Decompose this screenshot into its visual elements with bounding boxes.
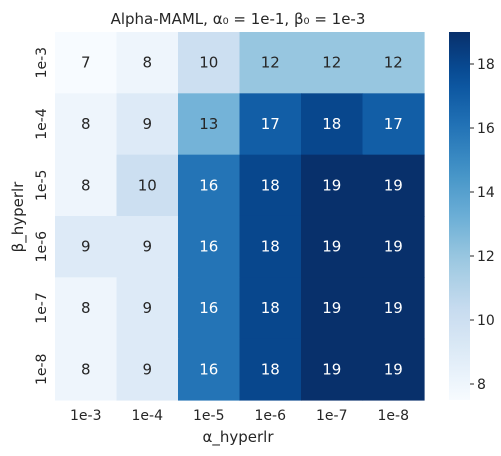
heatmap-cell <box>362 338 425 401</box>
cell-value-label: 9 <box>81 238 91 256</box>
cell-value-label: 16 <box>199 238 218 256</box>
cell-value-label: 10 <box>138 176 157 194</box>
heatmap-cell <box>116 215 179 278</box>
cell-value-label: 8 <box>81 115 91 133</box>
cell-value-label: 19 <box>322 360 341 378</box>
y-tick-label: 1e-7 <box>34 292 50 323</box>
cell-value-label: 10 <box>199 54 218 72</box>
heatmap-cell <box>178 215 241 278</box>
heatmap-cell <box>116 338 179 401</box>
heatmap-cell <box>116 93 179 156</box>
heatmap-cell <box>301 338 364 401</box>
cell-value-label: 18 <box>261 299 280 317</box>
heatmap-cell <box>301 32 364 94</box>
heatmap-cell <box>239 154 302 217</box>
heatmap-cell <box>239 277 302 340</box>
heatmap-cell <box>178 154 241 217</box>
heatmap-cell <box>239 93 302 156</box>
y-tick-labels: 1e-3 1e-4 1e-5 1e-6 1e-7 1e-8 <box>34 47 50 385</box>
heatmap-cell <box>178 32 241 94</box>
y-axis-label: β_hyperlr <box>9 181 28 253</box>
heatmap-cell <box>55 277 118 340</box>
colorbar <box>449 32 470 400</box>
heatmap-cell <box>239 338 302 401</box>
colorbar-tick-label: 8 <box>477 377 486 393</box>
cell-value-label: 13 <box>199 115 218 133</box>
cell-value-label: 9 <box>142 115 152 133</box>
heatmap-cell <box>301 154 364 217</box>
cell-value-label: 12 <box>322 54 341 72</box>
cell-value-label: 19 <box>384 238 403 256</box>
cell-value-label: 12 <box>261 54 280 72</box>
y-tick-label: 1e-4 <box>34 108 50 140</box>
cell-value-label: 8 <box>81 176 91 194</box>
cell-value-label: 12 <box>384 54 403 72</box>
cell-value-label: 17 <box>384 115 403 133</box>
cell-value-label: 19 <box>322 299 341 317</box>
x-tick-label: 1e-7 <box>316 408 347 424</box>
colorbar-tick-label: 18 <box>477 57 495 73</box>
y-tick-label: 1e-6 <box>34 231 50 263</box>
cell-value-label: 7 <box>81 54 91 72</box>
cell-value-label: 8 <box>81 360 91 378</box>
cell-value-label: 18 <box>261 238 280 256</box>
heatmap-cell <box>55 215 118 278</box>
heatmap-cell <box>301 93 364 156</box>
cell-value-label: 8 <box>142 54 152 72</box>
colorbar-tick-label: 10 <box>477 313 495 329</box>
x-tick-label: 1e-5 <box>193 408 224 424</box>
heatmap-cell <box>116 154 179 217</box>
heatmap-cell <box>116 32 179 94</box>
heatmap-cell <box>239 32 302 94</box>
x-axis-label: α_hyperlr <box>202 428 274 447</box>
colorbar-ticks: 8 10 12 14 16 18 <box>470 57 495 393</box>
colorbar-tick-label: 16 <box>477 121 495 137</box>
colorbar-tick-label: 14 <box>477 185 495 201</box>
x-tick-label: 1e-8 <box>378 408 409 424</box>
heatmap-cell <box>239 215 302 278</box>
cell-value-label: 16 <box>199 176 218 194</box>
heatmap-cell <box>55 338 118 401</box>
cell-value-label: 18 <box>322 115 341 133</box>
x-tick-label: 1e-4 <box>132 408 164 424</box>
cell-value-label: 16 <box>199 360 218 378</box>
cell-value-label: 19 <box>384 176 403 194</box>
cell-value-label: 9 <box>142 238 152 256</box>
cell-value-label: 19 <box>384 299 403 317</box>
cell-value-label: 19 <box>322 176 341 194</box>
heatmap-cell <box>301 215 364 278</box>
heatmap-cell <box>55 32 118 94</box>
x-tick-label: 1e-3 <box>70 408 101 424</box>
y-tick-label: 1e-5 <box>34 170 50 201</box>
y-tick-label: 1e-8 <box>34 354 50 385</box>
heatmap-cell <box>55 93 118 156</box>
cell-value-label: 17 <box>261 115 280 133</box>
cell-value-label: 9 <box>142 299 152 317</box>
heatmap-cell <box>55 154 118 217</box>
heatmap-cells: 7 8 10 12 12 12 8 9 13 17 18 17 8 10 16 18 19 19 9 9 16 18 19 1… <box>55 32 425 401</box>
heatmap-cell <box>178 93 241 156</box>
heatmap-cell <box>362 215 425 278</box>
heatmap-cell <box>362 154 425 217</box>
heatmap-cell <box>301 277 364 340</box>
cell-value-label: 18 <box>261 360 280 378</box>
cell-value-label: 16 <box>199 299 218 317</box>
cell-value-label: 9 <box>142 360 152 378</box>
heatmap-cell <box>178 277 241 340</box>
colorbar-tick-label: 12 <box>477 249 495 265</box>
x-tick-label: 1e-6 <box>255 408 287 424</box>
chart-title: Alpha-MAML, α₀ = 1e-1, β₀ = 1e-3 <box>111 10 366 28</box>
y-tick-label: 1e-3 <box>34 47 50 78</box>
cell-value-label: 19 <box>384 360 403 378</box>
x-tick-labels: 1e-3 1e-4 1e-5 1e-6 1e-7 1e-8 <box>70 408 409 424</box>
heatmap-cell <box>116 277 179 340</box>
cell-value-label: 19 <box>322 238 341 256</box>
heatmap-cell <box>362 93 425 156</box>
heatmap-cell <box>362 277 425 340</box>
heatmap-cell <box>362 32 425 94</box>
heatmap-cell <box>178 338 241 401</box>
cell-value-label: 8 <box>81 299 91 317</box>
cell-value-label: 18 <box>261 176 280 194</box>
